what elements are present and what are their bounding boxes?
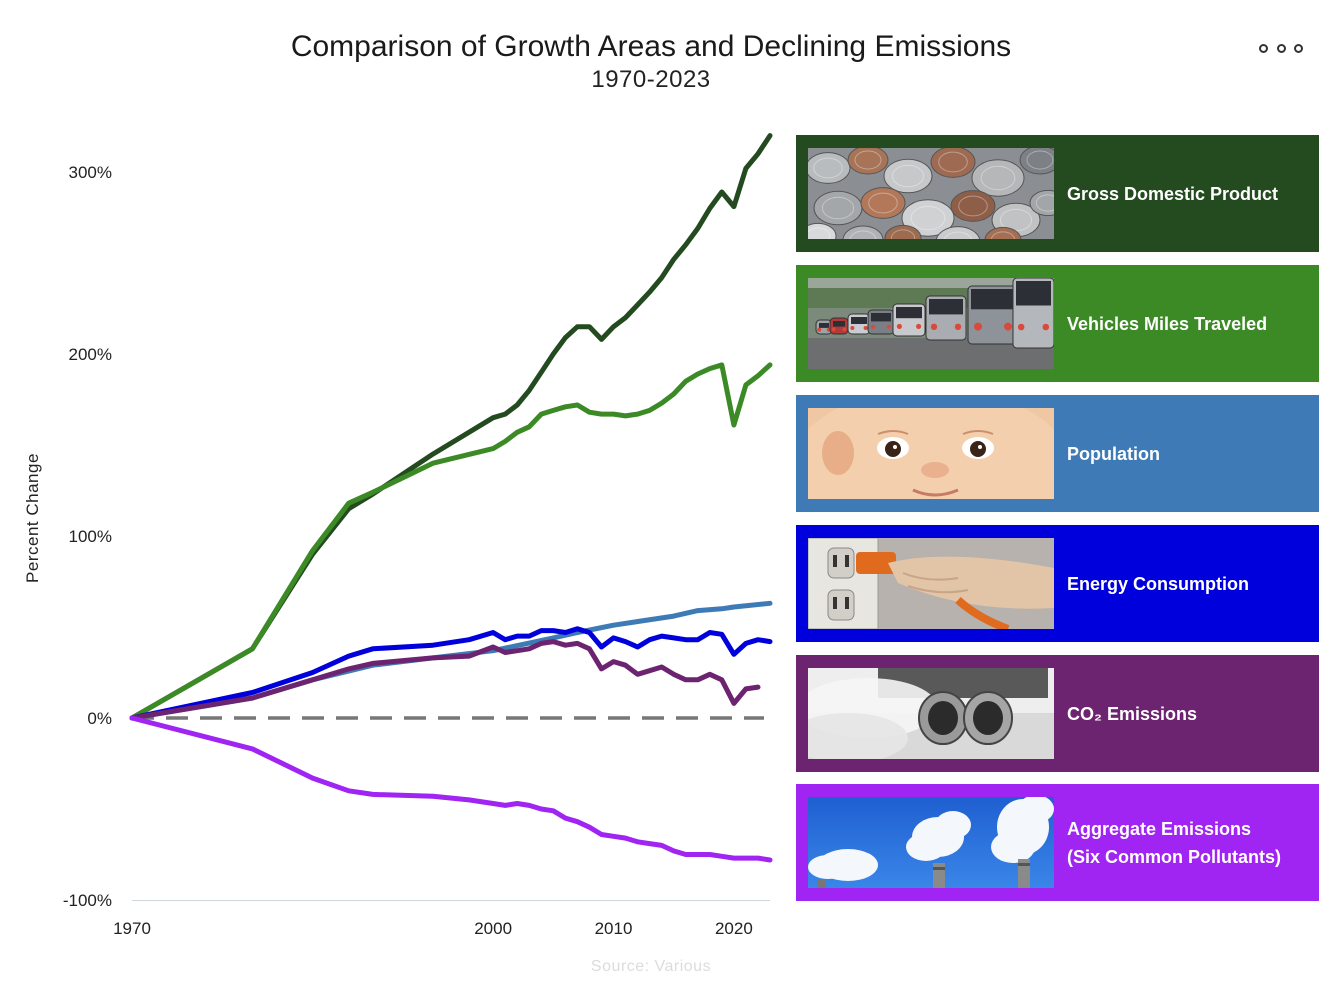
legend-label: Aggregate Emissions (Six Common Pollutan… [1067, 818, 1282, 867]
legend-item-1[interactable]: Gross Domestic Product [796, 135, 1319, 252]
chart-title: Comparison of Growth Areas and Declining… [290, 30, 1012, 63]
x-tick-label: 2000 [474, 919, 512, 938]
y-tick-label: -100% [63, 891, 112, 910]
legend-image-coins [808, 148, 1054, 239]
x-tick-label: 2010 [595, 919, 633, 938]
source-note: Source: Various [590, 958, 712, 975]
series-line-2[interactable] [129, 362, 773, 721]
legend-item-3[interactable]: Population [796, 395, 1319, 512]
y-tick-label: 0% [87, 709, 112, 728]
legend-image-smokestacks [808, 797, 1054, 888]
legend-item-6[interactable]: Aggregate Emissions (Six Common Pollutan… [796, 784, 1319, 901]
series-line-5[interactable] [129, 639, 761, 721]
x-tick-label: 1970 [113, 919, 151, 938]
series-line-6[interactable] [129, 715, 773, 863]
legend-image-baby [808, 408, 1054, 499]
x-tick-label: 2020 [715, 919, 753, 938]
legend-image-traffic [808, 278, 1054, 369]
legend-label: Energy Consumption [1067, 573, 1250, 594]
series-lines [129, 133, 773, 863]
ellipsis-menu-button[interactable] [1259, 38, 1303, 58]
y-tick-label: 200% [69, 345, 112, 364]
legend-label: CO₂ Emissions [1067, 703, 1198, 724]
y-tick-label: 300% [69, 163, 112, 182]
ellipsis-icon [1294, 43, 1303, 53]
ellipsis-icon [1276, 43, 1286, 53]
series-line-4[interactable] [129, 626, 773, 721]
legend-label: Vehicles Miles Traveled [1067, 313, 1268, 334]
legend-item-4[interactable]: Energy Consumption [796, 525, 1319, 642]
chart-subtitle: 1970-2023 [591, 66, 711, 93]
legend-image-plug [808, 538, 1054, 629]
legend-item-5[interactable]: CO₂ Emissions [796, 655, 1319, 772]
y-tick-label: 100% [69, 527, 112, 546]
y-axis-label: Percent Change [23, 453, 42, 583]
legend-label: Gross Domestic Product [1067, 183, 1279, 204]
x-axis-ticks: 1970 2000 2010 2020 [113, 919, 753, 938]
legend-image-exhaust [808, 668, 1054, 759]
line-chart: 300% 200% 100% 0% -100% 1970 2000 2010 2020 Per… [23, 133, 773, 938]
y-axis-ticks: 300% 200% 100% 0% -100% [63, 163, 112, 910]
legend-item-2[interactable]: Vehicles Miles Traveled [796, 265, 1319, 382]
series-line-1[interactable] [129, 133, 773, 721]
legend-label: Population [1067, 443, 1160, 464]
ellipsis-icon [1259, 43, 1268, 53]
